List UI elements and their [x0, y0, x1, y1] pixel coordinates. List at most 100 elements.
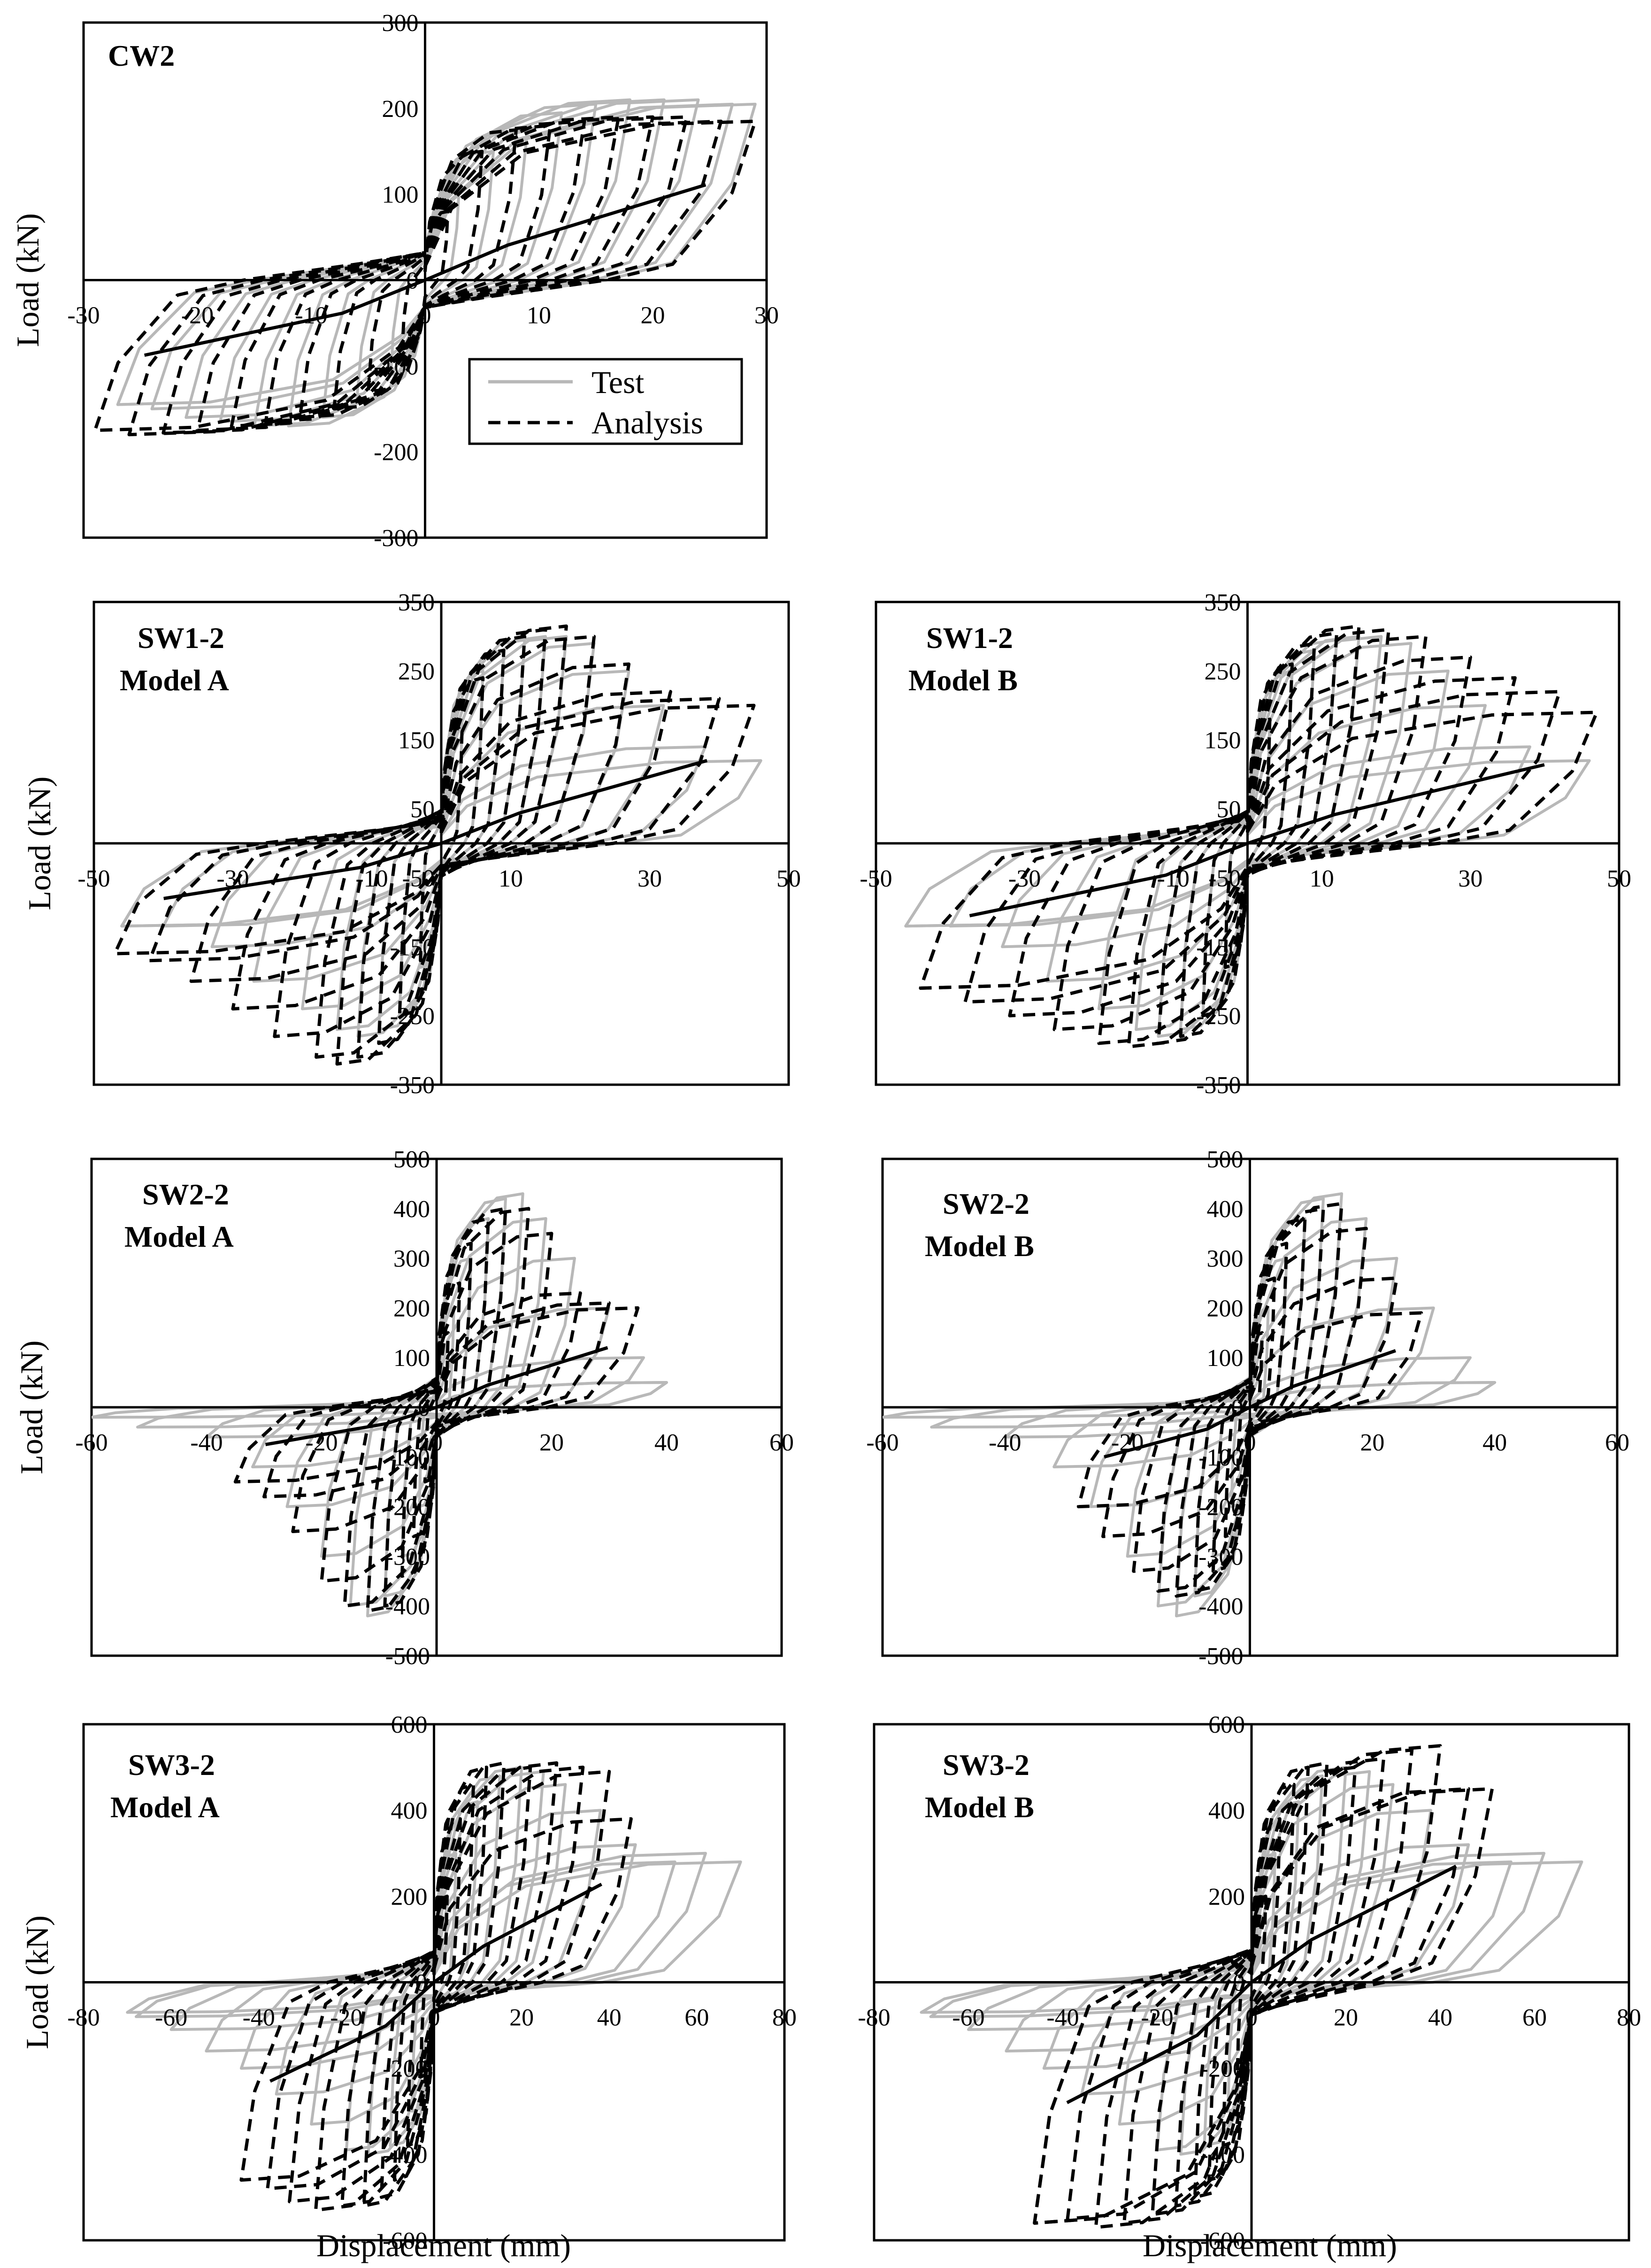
panel-title-line: SW2-2: [142, 1178, 229, 1211]
y-tick-label: 300: [393, 1246, 430, 1273]
y-tick-label: -600: [1200, 2228, 1245, 2254]
y-tick-label: -100: [374, 353, 418, 380]
y-tick-label: -200: [1198, 1494, 1243, 1521]
x-tick-label: -20: [330, 2005, 362, 2031]
y-tick-label: 250: [1205, 658, 1241, 685]
y-tick-label: 0: [415, 1970, 428, 1997]
x-tick-label: 30: [1458, 865, 1482, 892]
x-tick-label: -60: [155, 2005, 187, 2031]
panel-title-line: CW2: [108, 39, 175, 72]
y-tick-label: 300: [382, 10, 419, 37]
y-tick-label: 150: [398, 727, 435, 754]
panel-title-line: SW2-2: [943, 1187, 1029, 1220]
analysis-loop-5: [343, 1207, 530, 1608]
y-tick-label: -300: [1198, 1543, 1243, 1570]
panel-title-line: SW3-2: [943, 1748, 1029, 1782]
x-tick-label: 40: [597, 2005, 622, 2031]
x-tick-label: 50: [776, 865, 801, 892]
panel-sw3-2-b: -80 -60 -40 -20 0 20 40 60 80-600-400-2000200400…: [858, 1712, 1641, 2254]
y-tick-label: 250: [398, 658, 435, 685]
x-tick-label: 20: [641, 302, 665, 329]
y-tick-label: 400: [1208, 1797, 1245, 1824]
x-tick-label: 60: [684, 2005, 709, 2031]
x-tick-label: 60: [1605, 1429, 1629, 1456]
legend-test-label: Test: [591, 364, 644, 400]
y-tick-label: 100: [382, 182, 419, 208]
y-tick-label: -200: [1200, 2056, 1245, 2083]
y-axis-label: Load (kN): [19, 1915, 55, 2049]
y-tick-label: 200: [391, 1883, 428, 1910]
y-tick-label: 200: [382, 96, 419, 123]
x-tick-label: -60: [952, 2005, 984, 2031]
panel-title-line: SW1-2: [138, 621, 224, 655]
x-tick-label: 10: [1310, 865, 1334, 892]
x-tick-label: -40: [989, 1429, 1021, 1456]
analysis-loop-5: [315, 624, 568, 1059]
analysis-loop-8: [127, 119, 723, 437]
analysis-loop-1: [412, 1281, 461, 1538]
x-tick-label: -10: [355, 865, 388, 892]
x-tick-label: -50: [860, 865, 892, 892]
y-tick-label: -200: [383, 2056, 427, 2083]
x-tick-label: 60: [1522, 2005, 1547, 2031]
x-axis-label-right: Displacement (mm): [1143, 2228, 1397, 2263]
panel-title-line: Model A: [124, 1220, 234, 1253]
y-tick-label: -300: [374, 525, 418, 552]
y-tick-label: -300: [385, 1543, 430, 1570]
analysis-loop-9: [239, 1817, 633, 2182]
x-tick-label: 80: [772, 2005, 797, 2031]
x-tick-label: -30: [67, 302, 100, 329]
curves-sw2-2-a: [92, 1192, 668, 1618]
x-tick-label: -60: [866, 1429, 898, 1456]
x-tick-label: 30: [754, 302, 779, 329]
y-tick-label: -50: [1208, 865, 1241, 892]
y-tick-label: 0: [407, 268, 419, 294]
x-tick-label: -40: [190, 1429, 223, 1456]
x-tick-label: 10: [527, 302, 551, 329]
y-tick-label: 500: [1207, 1146, 1244, 1173]
y-tick-label: 500: [393, 1146, 430, 1173]
y-tick-label: 0: [418, 1395, 430, 1421]
y-tick-label: -250: [390, 1003, 435, 1030]
x-tick-label: 30: [637, 865, 662, 892]
x-tick-label: -20: [305, 1429, 338, 1456]
legend-box: [468, 358, 743, 445]
y-tick-label: -500: [1198, 1643, 1243, 1670]
x-tick-label: 0: [1244, 1429, 1256, 1456]
y-tick-label: 600: [391, 1712, 428, 1738]
x-tick-label: -10: [1157, 865, 1190, 892]
y-tick-label: -100: [1198, 1444, 1243, 1471]
analysis-loop-7: [1101, 1276, 1398, 1538]
y-tick-label: 400: [391, 1797, 428, 1824]
y-tick-label: -400: [383, 2142, 427, 2168]
y-tick-label: -50: [402, 865, 435, 892]
y-axis-label: Load (kN): [10, 213, 46, 347]
y-tick-label: -100: [385, 1444, 430, 1471]
y-tick-label: 100: [393, 1345, 430, 1372]
y-tick-label: 600: [1208, 1712, 1245, 1738]
panel-sw2-2-b: -60 -40 -20 0 20 40 60-500-400-300-200-1000100…: [866, 1146, 1629, 1670]
legend: Test Analysis: [468, 358, 743, 445]
x-tick-label: -50: [77, 865, 110, 892]
y-axis-label: Load (kN): [22, 776, 57, 910]
x-tick-label: 40: [654, 1429, 679, 1456]
y-tick-label: 200: [1208, 1883, 1245, 1910]
x-tick-label: 20: [539, 1429, 564, 1456]
y-tick-label: -200: [374, 439, 418, 466]
legend-analysis-label: Analysis: [591, 405, 703, 440]
y-tick-label: -350: [1196, 1072, 1241, 1099]
panels-group: -30 -20 -10 0 10 20 30-300-200-1000100200300CW…: [10, 10, 1641, 2254]
analysis-loop-7: [1008, 656, 1472, 1018]
y-tick-label: -500: [385, 1643, 430, 1670]
x-tick-label: 80: [1617, 2005, 1641, 2031]
y-tick-label: 50: [410, 796, 435, 823]
analysis-loop-4: [1175, 1207, 1325, 1598]
x-tick-label: -30: [1008, 865, 1041, 892]
x-tick-label: 60: [769, 1429, 794, 1456]
x-tick-label: 20: [1334, 2005, 1358, 2031]
x-tick-label: 50: [1607, 865, 1631, 892]
y-tick-label: -200: [385, 1494, 430, 1521]
analysis-loop-2: [377, 648, 506, 1045]
panel-sw1-2-a: -50 -30 -10 10 30 50 -350 -250 -150 -50 50 150 250 35…: [22, 589, 801, 1099]
x-tick-label: 20: [1360, 1429, 1384, 1456]
